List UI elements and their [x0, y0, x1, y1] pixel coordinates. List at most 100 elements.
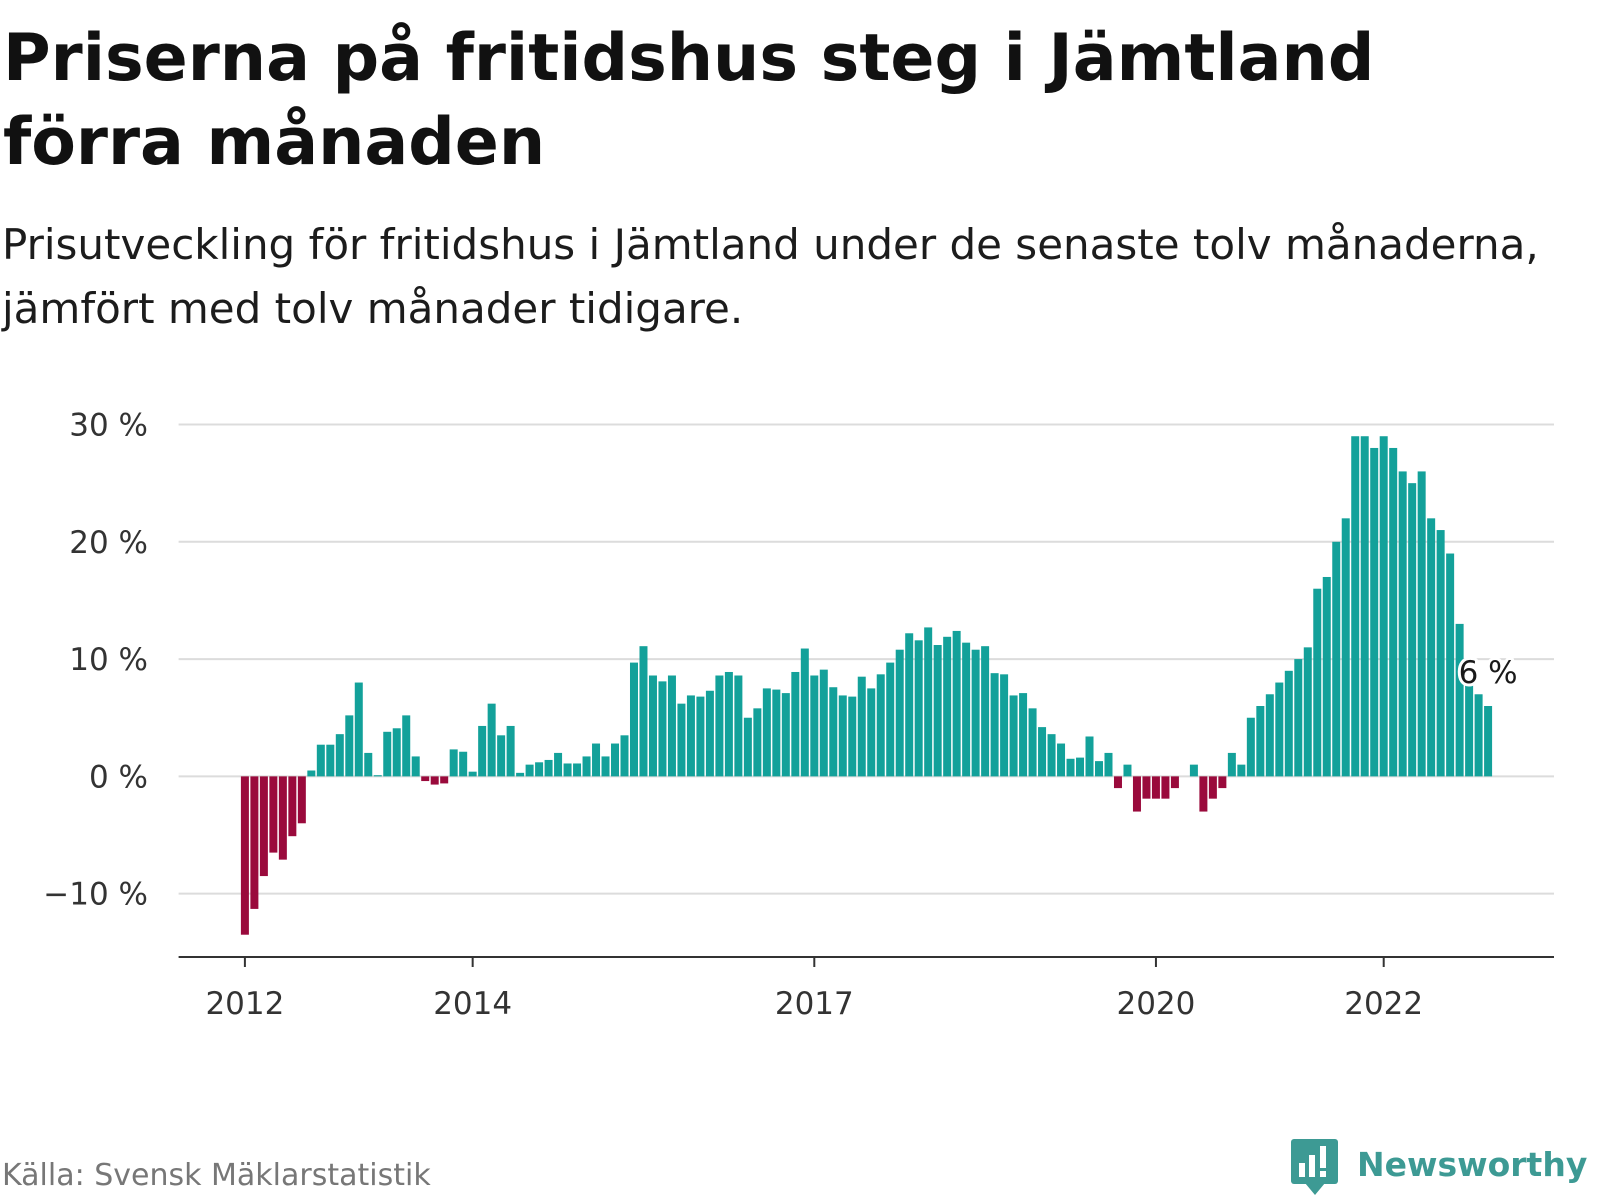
bar-2015-10	[667, 675, 676, 777]
bar-2019-05	[1076, 757, 1085, 777]
bar-2018-05	[962, 642, 971, 777]
y-tick-label: 10 %	[69, 642, 148, 678]
bar-2012-04	[269, 776, 278, 853]
source-credit: Källa: Svensk Mäklarstatistik	[2, 1158, 431, 1193]
bars	[240, 436, 1493, 935]
newsworthy-logo-icon	[1291, 1139, 1338, 1195]
bar-2017-03	[829, 687, 838, 777]
logo-bar	[1299, 1163, 1305, 1177]
logo-tail	[1305, 1183, 1325, 1195]
bar-2013-06	[402, 715, 411, 777]
bar-2018-12	[1028, 708, 1037, 777]
bar-2021-11	[1360, 436, 1369, 777]
bar-2021-04	[1294, 659, 1303, 777]
bar-2015-12	[686, 695, 695, 777]
bar-2015-01	[582, 756, 591, 777]
bar-2022-02	[1389, 447, 1398, 777]
bar-2022-11	[1474, 694, 1483, 777]
bar-2012-06	[288, 776, 297, 837]
bar-2012-03	[259, 776, 268, 877]
chart-title: Priserna på fritidshus steg i Jämtland f…	[3, 21, 1375, 180]
bar-2018-07	[981, 646, 990, 777]
bar-2017-12	[914, 640, 923, 777]
bar-2022-09	[1455, 623, 1464, 777]
bar-2012-08	[307, 770, 316, 777]
brand-name: Newsworthy	[1357, 1145, 1588, 1184]
bar-2015-04	[611, 743, 620, 777]
annotations: 6 %	[1456, 652, 1521, 694]
bar-2017-01	[810, 675, 819, 777]
bar-2013-10	[440, 776, 449, 784]
bar-2022-10	[1465, 682, 1474, 777]
bar-2014-04	[497, 735, 506, 777]
bar-2017-04	[838, 695, 847, 777]
bar-2016-05	[734, 675, 743, 777]
bar-2017-05	[848, 696, 857, 777]
bar-2013-08	[421, 776, 430, 782]
bar-2015-11	[677, 703, 686, 777]
bar-2020-09	[1227, 752, 1236, 777]
bar-2013-04	[383, 731, 392, 777]
x-tick-label: 2020	[1116, 986, 1195, 1022]
bar-2019-10	[1123, 764, 1132, 777]
bar-2019-12	[1142, 776, 1151, 799]
bar-2016-11	[791, 671, 800, 777]
bar-2020-01	[1151, 776, 1160, 799]
bar-2014-06	[516, 772, 525, 777]
bar-2021-12	[1370, 447, 1379, 777]
bar-2018-03	[943, 636, 952, 777]
bar-2013-01	[354, 682, 363, 777]
bar-2019-03	[1057, 743, 1066, 777]
bar-2018-04	[952, 630, 961, 777]
logo-dot	[1320, 1171, 1326, 1177]
bar-2021-09	[1341, 518, 1350, 777]
bar-2022-04	[1408, 483, 1417, 777]
bar-2021-07	[1322, 576, 1331, 777]
data-label: 6 %	[1459, 655, 1518, 691]
bar-2019-08	[1104, 752, 1113, 777]
bar-2012-02	[250, 776, 259, 909]
bar-2014-05	[506, 725, 515, 777]
bar-2014-11	[563, 763, 572, 777]
bar-2013-09	[430, 776, 439, 785]
bar-2017-09	[886, 662, 895, 777]
bar-2018-08	[990, 673, 999, 777]
x-tick-label: 2017	[775, 986, 854, 1022]
bar-2017-02	[819, 669, 828, 777]
y-tick-label: −10 %	[43, 877, 148, 913]
bar-2016-08	[762, 688, 771, 777]
bar-2015-09	[658, 681, 667, 777]
bar-2021-08	[1332, 541, 1341, 777]
bar-2017-10	[895, 649, 904, 777]
bar-2019-01	[1038, 727, 1047, 777]
bar-2016-03	[715, 675, 724, 777]
bar-2020-03	[1170, 776, 1179, 789]
x-tick-label: 2012	[205, 986, 284, 1022]
bar-2020-08	[1218, 776, 1227, 789]
bar-2020-02	[1161, 776, 1170, 799]
bar-2015-03	[601, 756, 610, 777]
bar-2021-03	[1284, 670, 1293, 777]
bar-2014-01	[468, 771, 477, 777]
bar-2020-11	[1246, 717, 1255, 777]
bar-2022-12	[1484, 706, 1493, 777]
chart-subtitle: Prisutveckling för fritidshus i Jämtland…	[2, 220, 1539, 333]
bar-2014-08	[535, 762, 544, 777]
bar-2019-09	[1113, 776, 1122, 789]
bar-2013-03	[373, 775, 382, 777]
bar-2018-09	[1000, 674, 1009, 777]
bar-2017-06	[857, 676, 866, 777]
bar-2015-07	[639, 646, 648, 777]
bar-2020-07	[1208, 776, 1217, 799]
bar-2012-12	[345, 715, 354, 777]
bar-2019-04	[1066, 758, 1075, 777]
bar-2015-06	[629, 662, 638, 777]
bar-2016-02	[705, 690, 714, 777]
bar-2016-04	[724, 671, 733, 777]
bar-2019-06	[1085, 736, 1094, 777]
bar-2013-05	[392, 728, 401, 777]
bar-2018-02	[933, 645, 942, 777]
bar-2012-09	[316, 744, 325, 777]
bar-2015-02	[592, 743, 601, 777]
newsworthy-logo: Newsworthy	[1291, 1139, 1596, 1197]
